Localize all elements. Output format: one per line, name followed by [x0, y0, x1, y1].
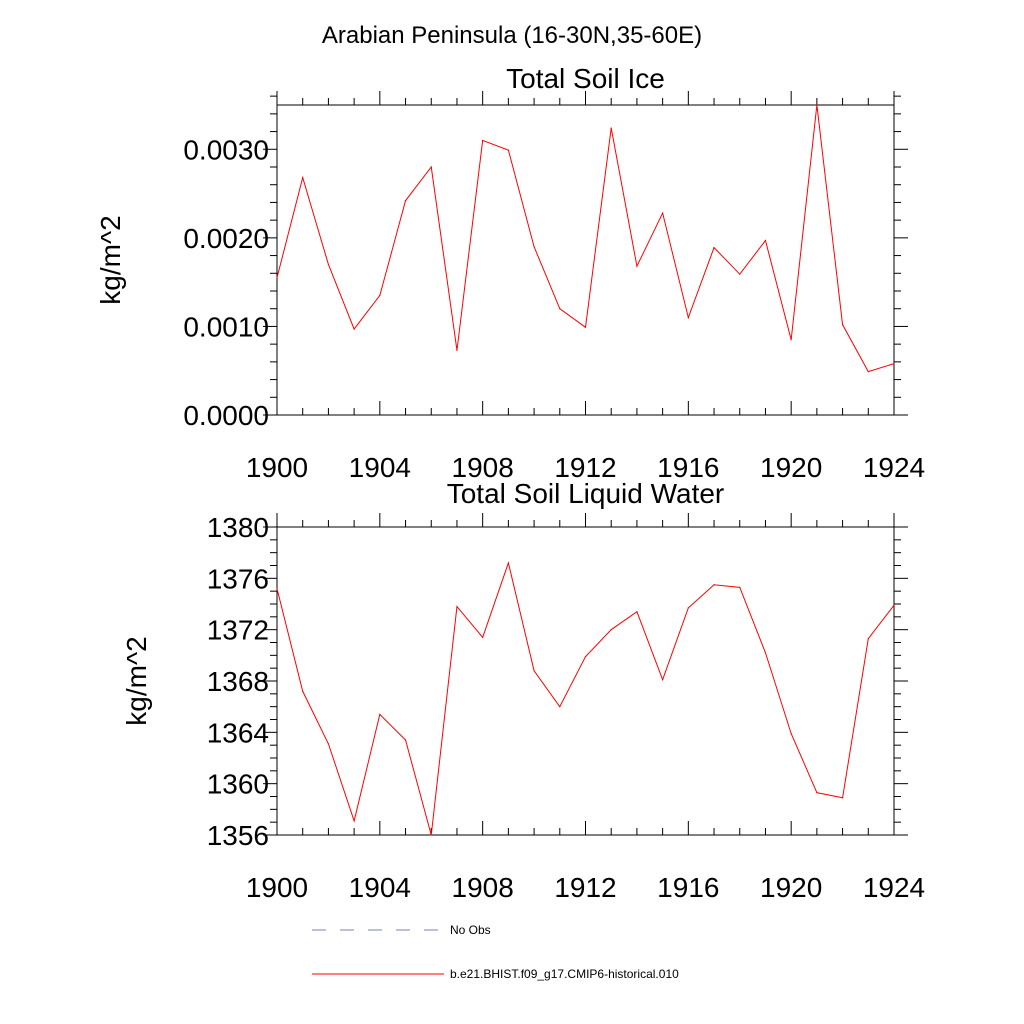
data-point	[327, 743, 330, 745]
x-tick-label: 1916	[657, 452, 719, 483]
data-point	[841, 797, 844, 799]
data-point	[533, 670, 535, 672]
data-point	[430, 834, 432, 836]
data-point	[302, 177, 304, 179]
x-tick-label: 1908	[452, 872, 514, 903]
data-point	[430, 166, 432, 168]
data-point	[867, 371, 869, 373]
data-point	[893, 604, 895, 606]
data-point	[816, 792, 818, 794]
data-point	[610, 629, 612, 631]
y-tick-label: 0.0030	[183, 134, 269, 165]
data-point	[379, 294, 381, 297]
data-point	[584, 326, 587, 328]
y-tick-label: 1380	[207, 512, 269, 543]
legend-label-no-obs: No Obs	[450, 923, 491, 937]
data-point	[482, 636, 484, 638]
y-axis-label: kg/m^2	[121, 636, 152, 725]
data-point	[353, 820, 355, 822]
data-point	[327, 263, 330, 266]
legend-label-model-run: b.e21.BHIST.f09_g17.CMIP6-historical.010	[450, 967, 679, 981]
x-tick-label: 1900	[246, 452, 308, 483]
data-point	[713, 584, 715, 586]
data-point	[456, 349, 458, 351]
y-tick-label: 1356	[207, 820, 269, 851]
data-point	[893, 363, 895, 365]
x-tick-label: 1924	[863, 452, 925, 483]
x-tick-label: 1920	[760, 872, 822, 903]
data-point	[610, 127, 612, 129]
data-point	[302, 690, 304, 692]
data-point	[841, 324, 844, 326]
data-point	[867, 638, 869, 640]
y-tick-label: 1376	[207, 563, 269, 594]
y-tick-label: 0.0020	[183, 223, 269, 254]
figure-supertitle: Arabian Peninsula (16-30N,35-60E)	[322, 22, 702, 49]
data-point	[456, 605, 458, 608]
data-point	[276, 588, 278, 590]
y-tick-label: 0.0000	[183, 400, 269, 431]
data-point	[404, 200, 407, 202]
series-line-0	[276, 104, 895, 373]
data-point	[687, 316, 689, 319]
data-point	[353, 328, 355, 330]
data-point	[507, 562, 509, 564]
data-point	[533, 246, 535, 248]
data-point	[559, 706, 561, 708]
y-axis-label: kg/m^2	[95, 215, 126, 304]
data-point	[687, 607, 689, 609]
plot-frame	[276, 104, 895, 416]
x-tick-label: 1916	[657, 872, 719, 903]
y-tick-label: 1364	[207, 717, 269, 748]
data-point	[662, 212, 664, 214]
data-point	[739, 586, 741, 588]
chart-panel-soil-liquid-water: Total Soil Liquid Water kg/m^2 1900 1904 190…	[121, 478, 925, 903]
y-tick-label: 1368	[207, 666, 269, 697]
chart-title: Total Soil Liquid Water	[447, 478, 725, 509]
data-point	[584, 656, 587, 658]
y-tick-label: 0.0010	[183, 311, 269, 342]
data-point	[482, 139, 484, 142]
data-point	[662, 679, 664, 681]
data-point	[713, 247, 715, 249]
x-tick-label: 1908	[452, 452, 514, 483]
x-tick-label: 1912	[554, 872, 616, 903]
data-point	[276, 277, 278, 279]
data-point	[816, 104, 818, 106]
x-tick-label: 1904	[349, 452, 411, 483]
y-tick-label: 1360	[207, 769, 269, 800]
data-point	[404, 739, 407, 741]
chart-panel-soil-ice: Total Soil Ice kg/m^2 1900 1904 1908 1912 1916…	[95, 63, 925, 483]
data-point	[636, 611, 638, 613]
x-tick-label: 1920	[760, 452, 822, 483]
x-tick-label: 1904	[349, 872, 411, 903]
data-point	[764, 652, 767, 654]
x-tick-label: 1924	[863, 872, 925, 903]
data-point	[379, 713, 381, 715]
data-point	[739, 273, 741, 275]
plot-frame	[276, 526, 895, 836]
chart-title: Total Soil Ice	[506, 63, 665, 94]
x-tick-label: 1900	[246, 872, 308, 903]
series-line-0	[276, 561, 895, 836]
data-point	[764, 239, 767, 242]
x-tick-label: 1912	[554, 452, 616, 483]
data-point	[636, 265, 638, 267]
y-tick-label: 1372	[207, 615, 269, 646]
data-point	[559, 308, 561, 310]
data-point	[790, 339, 792, 341]
data-point	[507, 149, 509, 151]
legend: No Obs b.e21.BHIST.f09_g17.CMIP6-histori…	[312, 923, 679, 981]
data-point	[790, 733, 792, 735]
